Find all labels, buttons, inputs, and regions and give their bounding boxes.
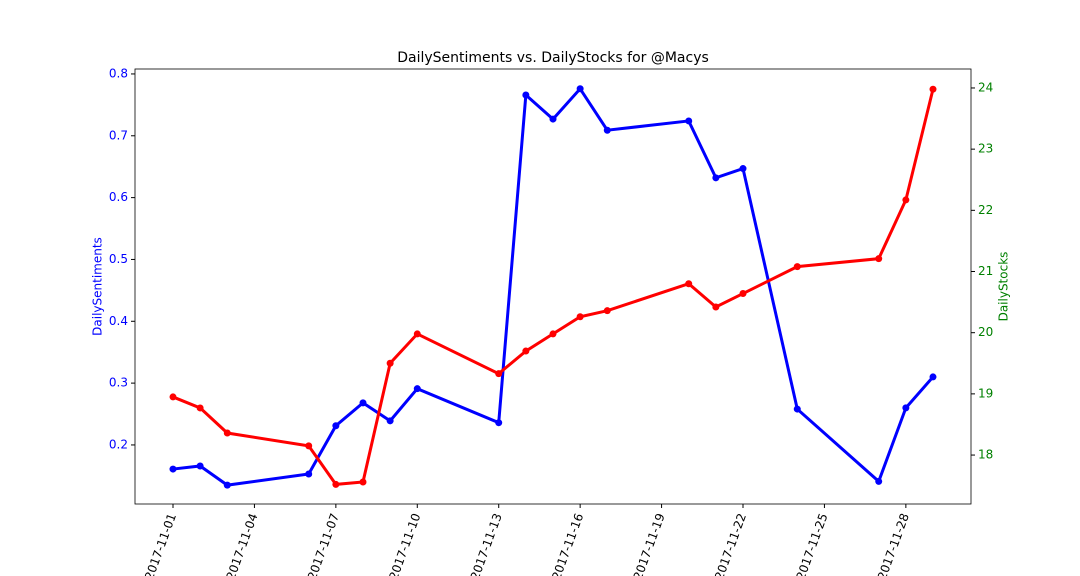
x-tick-label: 2017-11-19 <box>631 511 668 576</box>
x-tick-label: 2017-11-04 <box>224 511 261 576</box>
series-point <box>929 373 937 381</box>
y2-tick-label: 22 <box>978 203 993 217</box>
series-point <box>413 330 421 338</box>
series-point <box>902 404 910 412</box>
series-point <box>495 370 503 378</box>
y2-tick-label: 18 <box>978 448 993 462</box>
y-tick-label: 0.3 <box>109 376 128 390</box>
series-point <box>875 477 883 485</box>
series-point <box>522 91 530 99</box>
y-tick-label: 0.7 <box>109 128 128 142</box>
y2-tick-label: 21 <box>978 264 993 278</box>
y-tick-label: 0.8 <box>109 66 128 80</box>
y2-axis-label: DailyStocks <box>997 252 1011 322</box>
y2-tick-label: 20 <box>978 325 993 339</box>
x-tick-label: 2017-11-16 <box>549 511 586 576</box>
series-line <box>172 88 935 486</box>
series-point <box>603 126 611 134</box>
series-point <box>902 196 910 204</box>
series-point <box>359 478 367 486</box>
y-tick-label: 0.2 <box>109 437 128 451</box>
series-point <box>305 442 313 450</box>
series-point <box>495 419 503 427</box>
y-tick-label: 0.6 <box>109 190 128 204</box>
x-tick-label: 2017-11-25 <box>794 511 831 576</box>
series-line <box>172 86 935 487</box>
series-point <box>576 313 584 321</box>
series-point <box>739 165 747 173</box>
series-point <box>413 385 421 393</box>
x-tick-label: 2017-11-01 <box>142 511 179 576</box>
series-point <box>603 307 611 315</box>
series-point <box>929 85 937 93</box>
series-point <box>169 465 177 473</box>
series-point <box>223 429 231 437</box>
y-tick-label: 0.4 <box>109 314 128 328</box>
x-tick-label: 2017-11-07 <box>305 511 342 576</box>
series-point <box>793 405 801 413</box>
series-point <box>685 117 693 125</box>
series-point <box>305 470 313 478</box>
series-point <box>739 290 747 298</box>
x-tick-label: 2017-11-10 <box>386 511 423 576</box>
y2-tick-label: 23 <box>978 142 993 156</box>
series-point <box>332 480 340 488</box>
series-point <box>359 399 367 407</box>
series-point <box>386 359 394 367</box>
y2-tick-label: 24 <box>978 80 993 94</box>
series-point <box>875 255 883 263</box>
y-axis-label: DailySentiments <box>91 237 105 336</box>
series-point <box>712 174 720 182</box>
chart-title: DailySentiments vs. DailyStocks for @Mac… <box>397 50 709 66</box>
x-tick-label: 2017-11-28 <box>875 511 912 576</box>
series-point <box>196 462 204 470</box>
series-point <box>332 422 340 430</box>
series-point <box>712 303 720 311</box>
series-point <box>576 85 584 93</box>
series-point <box>522 347 530 355</box>
series-point <box>549 330 557 338</box>
x-tick-label: 2017-11-22 <box>712 511 749 576</box>
series-point <box>386 417 394 425</box>
x-tick-label: 2017-11-13 <box>468 511 505 576</box>
series-point <box>549 115 557 123</box>
y-tick-label: 0.5 <box>109 252 128 266</box>
series-point <box>223 481 231 489</box>
series-point <box>685 280 693 288</box>
series-point <box>169 393 177 401</box>
series-point <box>793 263 801 271</box>
plot-frame <box>134 68 972 505</box>
series-point <box>196 404 204 412</box>
y2-tick-label: 19 <box>978 386 993 400</box>
